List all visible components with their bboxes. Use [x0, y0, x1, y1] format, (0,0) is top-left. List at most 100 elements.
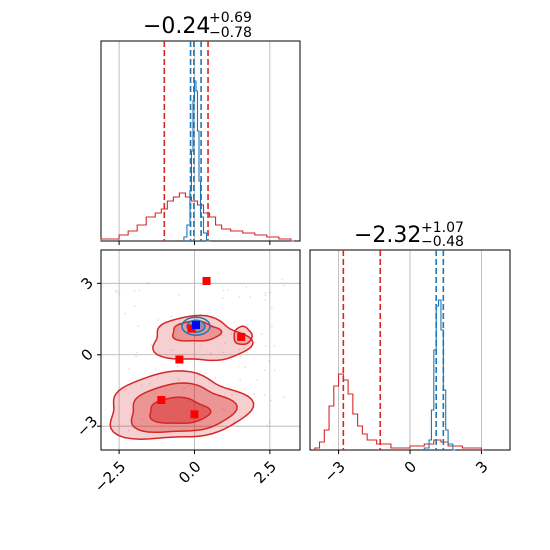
scatter-dot [222, 351, 225, 354]
top-left-title-sub: −0.78 [209, 25, 252, 41]
scatter-dot [150, 344, 153, 346]
scatter-dot [271, 325, 273, 327]
scatter-dot [115, 289, 117, 292]
scatter-dot [270, 399, 273, 402]
scatter-dot [178, 293, 181, 296]
red-square-marker [237, 332, 246, 341]
scatter-dot [148, 382, 151, 385]
scatter-dot [221, 297, 224, 299]
scatter-dot [135, 351, 138, 354]
scatter-dot [273, 369, 276, 372]
scatter-dot [128, 368, 131, 370]
scatter-dot [264, 344, 267, 347]
scatter-dot [244, 366, 247, 368]
blue-histogram-step [183, 80, 210, 242]
x-tick-label: −3 [320, 458, 348, 486]
scatter-dot [224, 409, 226, 412]
scatter-dot [146, 282, 149, 285]
scatter-dot [269, 291, 271, 294]
scatter-dot [234, 391, 237, 394]
red-square-marker [157, 396, 166, 404]
scatter-dot [243, 388, 246, 390]
blue-contour-outer [181, 316, 211, 336]
scatter-dot [138, 289, 141, 292]
y-tick-label: 3 [77, 274, 96, 293]
scatter-dot [245, 285, 248, 288]
scatter-dot [199, 345, 201, 347]
scatter-dot [264, 394, 266, 397]
scatter-dot [283, 396, 286, 399]
x-tick-label: 3 [472, 458, 491, 477]
blue-histogram-step [423, 299, 456, 451]
bottom-right-title-sub: −0.48 [421, 234, 464, 250]
scatter-dot [209, 352, 212, 355]
scatter-dot [187, 385, 190, 387]
scatter-dot [171, 349, 174, 351]
scatter-dot [214, 376, 217, 379]
bottom-left-scatter-panel: −2.5 0.0 2.5 −3 0 3 [73, 249, 301, 496]
scatter-dot [140, 384, 143, 387]
scatter-dot [249, 296, 252, 299]
scatter-dot [133, 290, 136, 292]
scatter-dot [141, 418, 143, 420]
scatter-dot [237, 365, 240, 368]
scatter-dot [183, 386, 186, 389]
bottom-right-title: −2.32 +1.07 −0.48 [354, 220, 464, 250]
x-tick-label: 2.5 [251, 458, 281, 488]
bottom-right-title-sup: +1.07 [421, 220, 464, 236]
bottom-right-histogram-panel: −3 0 3 [309, 249, 511, 486]
scatter-dot [124, 312, 126, 315]
scatter-dot [115, 290, 118, 293]
scatter-dot [239, 379, 242, 381]
scatter-dot [157, 319, 159, 321]
scatter-dot [230, 333, 233, 335]
scatter-dot [264, 291, 267, 294]
scatter-dot [125, 388, 127, 391]
scatter-dot [256, 379, 259, 382]
scatter-dot [128, 429, 130, 432]
scatter-dot [242, 347, 245, 350]
scatter-dot [282, 284, 285, 287]
scatter-dot [223, 342, 226, 344]
scatter-dot [270, 307, 273, 309]
scatter-dot [268, 360, 271, 363]
red-square-marker [202, 276, 211, 285]
scatter-dot [231, 393, 234, 396]
scatter-dot [233, 321, 236, 324]
scatter-dot [176, 377, 179, 380]
scatter-dot [238, 296, 241, 299]
scatter-dot [199, 425, 202, 427]
scatter-dot [230, 358, 233, 361]
y-tick-label: −3 [73, 412, 101, 440]
scatter-dot [281, 278, 284, 281]
top-left-title: −0.24 +0.69 −0.78 [143, 10, 252, 41]
scatter-dot [221, 408, 224, 410]
scatter-dot [238, 348, 241, 351]
scatter-dot [154, 368, 157, 371]
blue-square-marker [191, 321, 200, 329]
bottom-right-title-value: −2.32 [354, 223, 421, 248]
scatter-dot [253, 393, 255, 395]
scatter-dot [264, 298, 267, 301]
red-contour-upper-outer [152, 314, 254, 362]
scatter-dot [264, 369, 266, 372]
scatter-dot [137, 325, 140, 328]
scatter-dot [268, 421, 271, 424]
scatter-dot [260, 333, 263, 336]
scatter-dot [265, 424, 268, 427]
scatter-dot [264, 294, 267, 297]
scatter-dot [227, 289, 230, 291]
scatter-dot [135, 355, 137, 358]
red-square-marker [187, 324, 196, 333]
scatter-dot [222, 289, 225, 292]
x-tick-label: 0 [401, 458, 420, 477]
scatter-dot [133, 305, 136, 308]
red-histogram-step [314, 373, 484, 451]
scatter-dot [174, 335, 177, 338]
top-left-title-value: −0.24 [143, 14, 210, 39]
scatter-dot [240, 355, 243, 358]
red-histogram-step [100, 192, 294, 242]
y-tick-label: 0 [77, 345, 96, 364]
top-left-title-sup: +0.69 [209, 10, 252, 26]
